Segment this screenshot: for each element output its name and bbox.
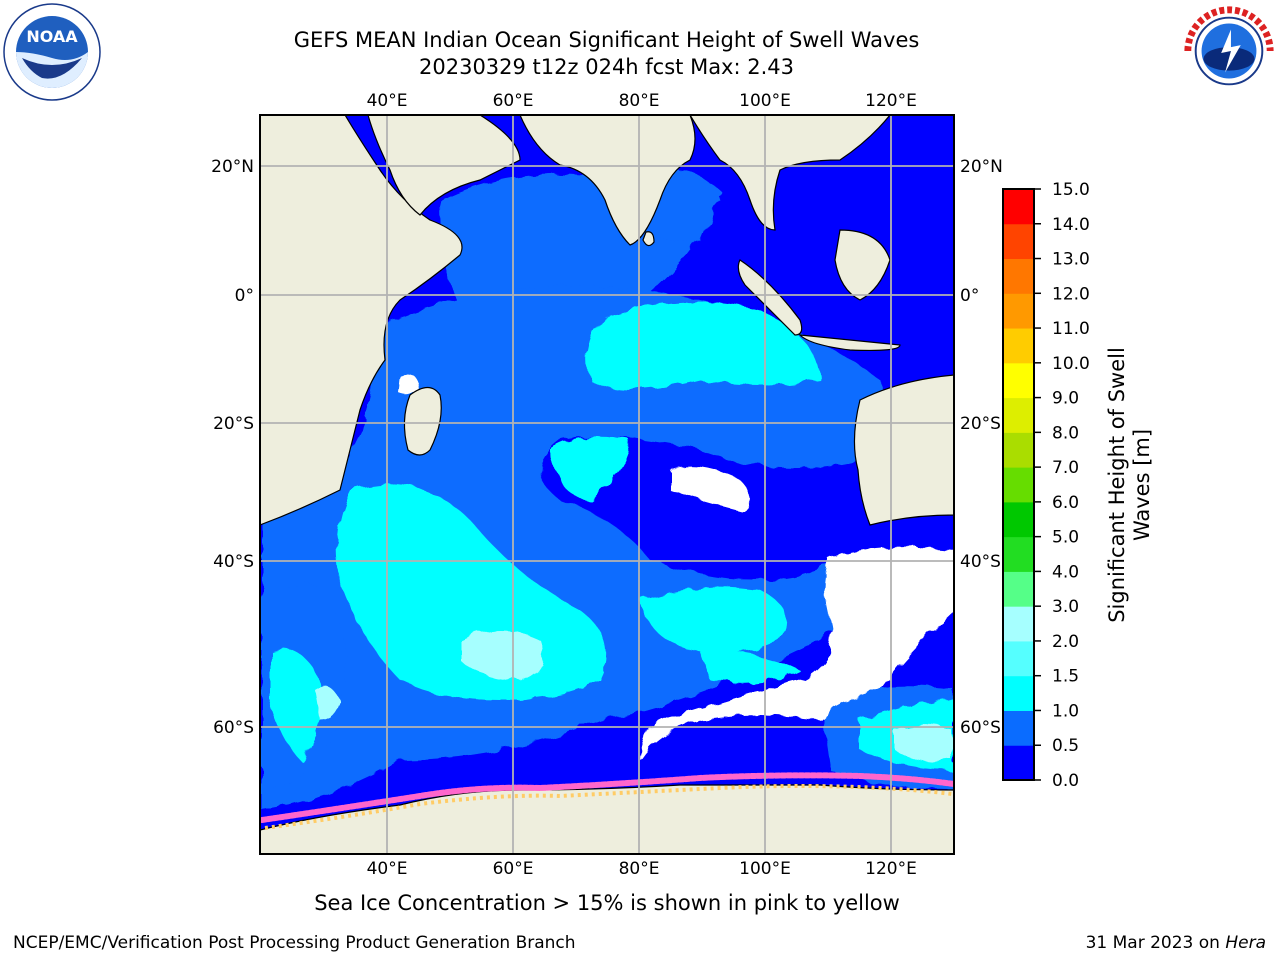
colorbar-segment (1003, 606, 1034, 642)
colorbar-segment (1003, 223, 1034, 260)
lon-label: 100°E (739, 91, 791, 111)
lon-label: 80°E (619, 859, 660, 879)
colorbar-tick-label: 1.5 (1052, 667, 1079, 687)
lon-label: 120°E (865, 859, 917, 879)
chart-title-line1: GEFS MEAN Indian Ocean Significant Heigh… (293, 28, 920, 52)
colorbar-segment (1003, 501, 1034, 538)
colorbar-segment (1003, 432, 1034, 468)
colorbar-segment (1003, 536, 1034, 572)
footer-host: Hera (1225, 933, 1266, 953)
colorbar-tick-label: 7.0 (1052, 458, 1079, 478)
lon-label: 40°E (367, 91, 408, 111)
sea-ice-caption: Sea Ice Concentration > 15% is shown in … (314, 891, 900, 915)
lat-labels-right: 20°N 0° 20°S 40°S 60°S (960, 157, 1003, 738)
lat-label: 60°S (960, 718, 1001, 738)
colorbar-segment (1003, 640, 1034, 677)
lon-label: 60°E (493, 91, 534, 111)
colorbar-segment (1003, 189, 1034, 225)
colorbar-tick-label: 10.0 (1052, 354, 1090, 374)
colorbar-segment (1003, 362, 1034, 399)
colorbar (1003, 189, 1034, 781)
colorbar-tick-label: 1.0 (1052, 701, 1079, 721)
colorbar-tick-label: 12.0 (1052, 284, 1090, 304)
map-frame (259, 114, 955, 855)
colorbar-tick-label: 11.0 (1052, 319, 1090, 339)
lat-label: 0° (960, 286, 979, 306)
lon-label: 80°E (619, 91, 660, 111)
lon-labels-top: 40°E 60°E 80°E 100°E 120°E (367, 91, 917, 111)
footer-credit: NCEP/EMC/Verification Post Processing Pr… (13, 933, 576, 953)
colorbar-tick-label: 0.0 (1052, 771, 1079, 791)
lon-label: 100°E (739, 859, 791, 879)
colorbar-segment (1003, 675, 1034, 711)
lat-label: 20°S (213, 414, 254, 434)
lon-labels-bottom: 40°E 60°E 80°E 100°E 120°E (367, 859, 917, 879)
swell-band-peak (315, 630, 952, 762)
colorbar-tick-labels: 0.0 0.5 1.0 1.5 2.0 3.0 4.0 5.0 6.0 7.0 8.0 9.0 10.0… (1034, 180, 1090, 791)
colorbar-frame (1002, 188, 1035, 781)
colorbar-title-line2: Waves [m] (1130, 428, 1154, 542)
lon-label: 120°E (865, 91, 917, 111)
no-data-region (398, 373, 954, 760)
colorbar-tick-label: 0.5 (1052, 736, 1079, 756)
colorbar-tick-label: 9.0 (1052, 389, 1079, 409)
lat-label: 20°S (960, 414, 1001, 434)
lat-label: 20°N (211, 157, 254, 177)
lat-label: 0° (235, 286, 254, 306)
colorbar-segment (1003, 745, 1034, 781)
colorbar-segment (1003, 467, 1034, 503)
sea-ice-edge-inner (264, 784, 953, 830)
lat-label: 60°S (213, 718, 254, 738)
colorbar-tick-label: 8.0 (1052, 423, 1079, 443)
colorbar-tick-label: 2.0 (1052, 632, 1079, 652)
colorbar-segment (1003, 328, 1034, 364)
lat-labels-left: 20°N 0° 20°S 40°S 60°S (211, 157, 254, 738)
colorbar-title-line1: Significant Height of Swell (1105, 347, 1129, 623)
lon-label: 60°E (493, 859, 534, 879)
colorbar-segment (1003, 397, 1034, 433)
colorbar-tick-label: 14.0 (1052, 215, 1090, 235)
nws-logo-icon (1181, 3, 1277, 99)
colorbar-tick-label: 4.0 (1052, 562, 1079, 582)
colorbar-tick-label: 3.0 (1052, 597, 1079, 617)
colorbar-segment (1003, 258, 1034, 294)
map-plot-area (260, 115, 954, 854)
chart-title-line2: 20230329 t12z 024h fcst Max: 2.43 (419, 55, 794, 79)
noaa-logo-icon: NOAA (3, 3, 101, 101)
sea-ice-edge (260, 772, 954, 823)
lat-label: 40°S (960, 552, 1001, 572)
footer-date-text: 31 Mar 2023 on (1085, 933, 1226, 953)
colorbar-segment (1003, 571, 1034, 607)
noaa-logo-text: NOAA (26, 27, 78, 46)
colorbar-segment (1003, 710, 1034, 746)
colorbar-tick-label: 13.0 (1052, 250, 1090, 270)
lat-label: 20°N (960, 157, 1003, 177)
footer-date: 31 Mar 2023 on Hera (1086, 933, 1266, 953)
colorbar-segment (1003, 293, 1034, 329)
map-grid (260, 115, 954, 854)
lon-label: 40°E (367, 859, 408, 879)
colorbar-tick-label: 15.0 (1052, 180, 1090, 200)
colorbar-tick-label: 5.0 (1052, 528, 1079, 548)
lat-label: 40°S (213, 552, 254, 572)
colorbar-tick-label: 6.0 (1052, 493, 1079, 513)
